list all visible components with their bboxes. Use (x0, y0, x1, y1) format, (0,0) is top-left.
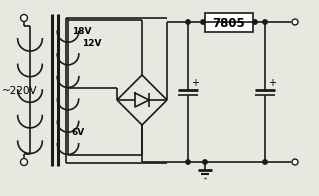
Circle shape (201, 20, 205, 24)
Circle shape (263, 20, 267, 24)
Text: 18V: 18V (72, 27, 92, 36)
FancyBboxPatch shape (205, 13, 253, 32)
Circle shape (292, 19, 298, 25)
Circle shape (20, 159, 27, 165)
Text: +: + (191, 77, 199, 87)
Circle shape (253, 20, 257, 24)
Text: +: + (268, 77, 276, 87)
Circle shape (292, 159, 298, 165)
Circle shape (263, 160, 267, 164)
Circle shape (20, 15, 27, 22)
Text: 7805: 7805 (213, 17, 245, 30)
Text: 12V: 12V (82, 39, 101, 48)
Circle shape (186, 160, 190, 164)
Circle shape (203, 160, 207, 164)
Text: ~220V: ~220V (2, 86, 38, 96)
Circle shape (186, 20, 190, 24)
Text: 6V: 6V (72, 128, 85, 137)
